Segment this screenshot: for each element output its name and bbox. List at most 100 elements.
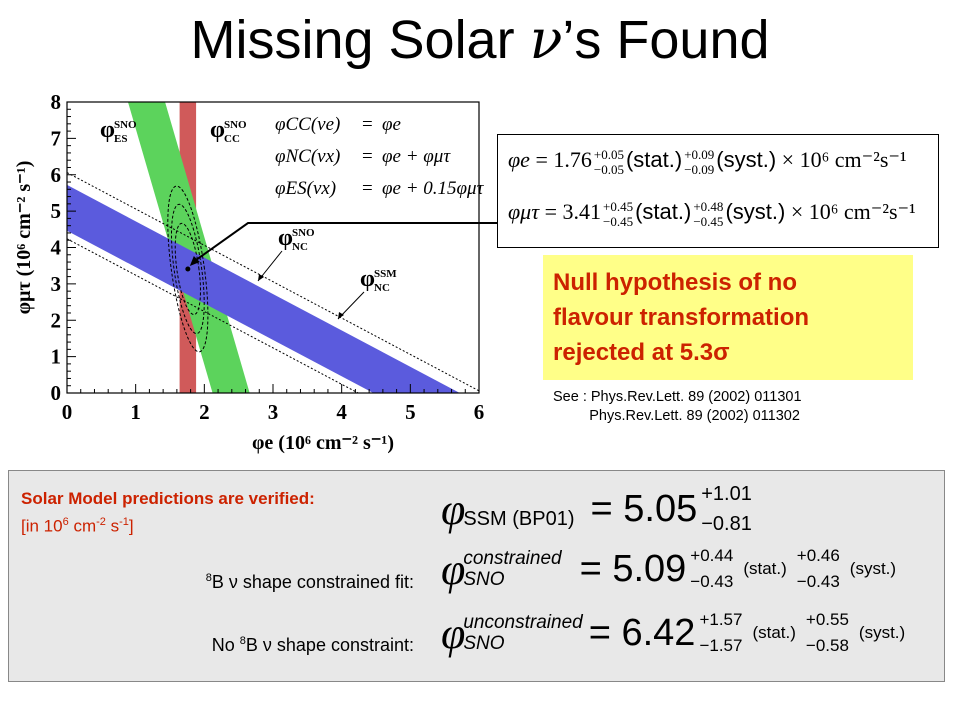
sno-nc-top: SNO: [292, 227, 315, 239]
phi-e-unit: × 10⁶ cm⁻²s⁻¹: [781, 147, 907, 173]
x-tick-label: 1: [130, 400, 141, 424]
title-text-post: ’s Found: [562, 10, 770, 70]
constrained-subscript: SNO: [463, 569, 505, 590]
ssm-plus: +1.01: [701, 483, 752, 505]
equation-lhs: φES(νx): [275, 178, 336, 199]
unconstrained-stat-plus: +1.57: [699, 610, 743, 629]
unconstrained-stat-minus: −1.57: [699, 636, 743, 655]
x-tick-label: 2: [199, 400, 210, 424]
unconstrained-label-sup: 8: [239, 635, 246, 647]
constrained-value: 5.09: [612, 547, 687, 590]
relation-equations: φCC(νe) = φe φNC(νx) = φe + φμτ φES(νx) = φe + 0…: [275, 114, 485, 199]
ssm-nc-phi: φ: [360, 266, 375, 292]
units-exp-m2: -2: [96, 516, 106, 528]
phi-mutau-stat-plus: +0.45: [603, 199, 634, 214]
unconstrained-syst-minus: −0.58: [805, 636, 849, 655]
equation-3: φES(νx) = φe + 0.15φμτ: [275, 178, 485, 199]
equation-equals: =: [362, 146, 373, 167]
contour-2: [170, 203, 205, 335]
sno-cc-label: φ SNO CC: [210, 117, 247, 145]
ssm-nc-label: φ SSM NC: [337, 266, 397, 320]
axis-ticks: 0 1 2 3 4 5 6 0 1 2 3 4 5 6 7 8: [51, 90, 485, 424]
constrained-superscript: constrained: [463, 548, 562, 569]
phi-mutau-stat-minus: −0.45: [603, 214, 634, 229]
axis-labels: φe (10⁶ cm⁻² s⁻¹) φμτ (10⁶ cm⁻² s⁻¹): [13, 161, 394, 454]
unconstrained-subscript: SNO: [463, 633, 505, 654]
constrained-stat-minus: −0.43: [690, 572, 734, 591]
null-line-3: rejected at 5.3σ: [553, 339, 730, 366]
x-tick-label: 5: [405, 400, 416, 424]
phi-mutau-result: φμτ = 3.41 +0.45 −0.45 (stat.) +0.48 −0.45 (sy…: [508, 199, 916, 229]
constrained-syst-plus: +0.46: [796, 546, 840, 565]
constrained-syst-label: (syst.): [849, 559, 897, 578]
y-tick-label: 4: [51, 236, 62, 260]
ssm-nc-arrowhead: [338, 312, 344, 319]
pointer-arrowhead: [189, 255, 200, 266]
flux-bands: [67, 102, 479, 393]
ssm-equals: = 5.05: [590, 487, 698, 530]
ssm-subscript: SSM (BP01): [463, 508, 575, 530]
unconstrained-label: No 8B ν shape constraint:: [212, 635, 414, 656]
sno-es-phi: φ: [100, 117, 115, 143]
y-tick-label: 5: [51, 199, 62, 223]
sno-nc-bottom: NC: [292, 241, 308, 253]
phi-mutau-unit: × 10⁶ cm⁻²s⁻¹: [790, 199, 916, 225]
x-tick-label: 3: [268, 400, 279, 424]
phi-mutau-value: 3.41: [562, 199, 602, 225]
unconstrained-label-text: B ν shape constraint:: [245, 635, 414, 655]
sno-es-bottom: ES: [114, 133, 127, 145]
unconstrained-prediction: φ unconstrained SNO = 6.42 +1.57 −1.57 (stat.)…: [441, 607, 911, 659]
constrained-stat-label: (stat.): [743, 559, 787, 578]
null-hypothesis-text: Null hypothesis of no flavour transforma…: [553, 265, 809, 370]
unconstrained-syst-label: (syst.): [858, 623, 906, 642]
null-hypothesis-box: Null hypothesis of no flavour transforma…: [543, 255, 913, 380]
y-tick-label: 6: [51, 163, 62, 187]
equation-rhs: φe + 0.15φμτ: [382, 178, 485, 199]
confidence-contours: [167, 185, 209, 353]
predictions-title: Solar Model predictions are verified:: [21, 489, 315, 508]
ssm-nc-lower-line: [67, 238, 360, 393]
equation-rhs: φe: [382, 114, 401, 135]
x-tick-label: 6: [474, 400, 485, 424]
predictions-units: [in 106 cm-2 s-1]: [21, 516, 134, 537]
sno-es-label: φ SNO ES: [100, 117, 137, 145]
y-tick-label: 3: [51, 272, 62, 296]
ssm-minus: −0.81: [701, 513, 752, 535]
equation-rhs: φe + φμτ: [382, 146, 451, 167]
phi-unconstrained-symbol: φ: [441, 608, 466, 658]
sno-cc-top: SNO: [224, 119, 247, 131]
sno-cc-bottom: CC: [224, 133, 240, 145]
phi-e-result: φe = 1.76 +0.05 −0.05 (stat.) +0.09 −0.09 (sys…: [508, 147, 907, 177]
phi-constrained-symbol: φ: [441, 544, 466, 594]
phi-e-stat-minus: −0.05: [593, 162, 624, 177]
measured-flux-box: φe = 1.76 +0.05 −0.05 (stat.) +0.09 −0.09 (sys…: [497, 134, 939, 248]
x-axis-label: φe (10⁶ cm⁻² s⁻¹): [252, 432, 394, 454]
equation-2: φNC(νx) = φe + φμτ: [275, 146, 451, 167]
unconstrained-stat-label: (stat.): [752, 623, 796, 642]
sno-es-band: [127, 102, 250, 393]
sno-nc-label: φ SNO NC: [257, 225, 315, 282]
equation-lhs: φCC(νe): [275, 114, 340, 135]
equation-equals: =: [362, 178, 373, 199]
x-tick-label: 4: [336, 400, 347, 424]
units-exp-6: 6: [62, 516, 69, 528]
phi-mutau-syst-minus: −0.45: [693, 214, 724, 229]
constrained-fit-label: 8B ν shape constrained fit:: [206, 572, 414, 593]
phi-e-syst-label: (syst.): [716, 147, 777, 173]
equation-1: φCC(νe) = φe: [275, 114, 401, 135]
units-cm: cm: [68, 516, 97, 536]
null-line-2: flavour transformation: [553, 304, 810, 331]
units-s: s: [105, 516, 120, 536]
unconstrained-syst-plus: +0.55: [805, 610, 849, 629]
equation-equals: =: [362, 114, 373, 135]
constrained-syst-minus: −0.43: [796, 572, 840, 591]
ssm-nc-top: SSM: [374, 268, 397, 280]
constrained-equals: = 5.09: [579, 547, 687, 590]
constrained-stat-plus: +0.44: [690, 546, 734, 565]
best-fit-pointer: [189, 222, 497, 266]
constrained-label-sup: 8: [205, 572, 212, 584]
phi-e-value: 1.76: [553, 147, 592, 173]
equation-lhs: φNC(νx): [275, 146, 340, 167]
phi-e-stat-plus: +0.05: [593, 147, 624, 162]
unconstrained-superscript: unconstrained: [463, 612, 583, 633]
